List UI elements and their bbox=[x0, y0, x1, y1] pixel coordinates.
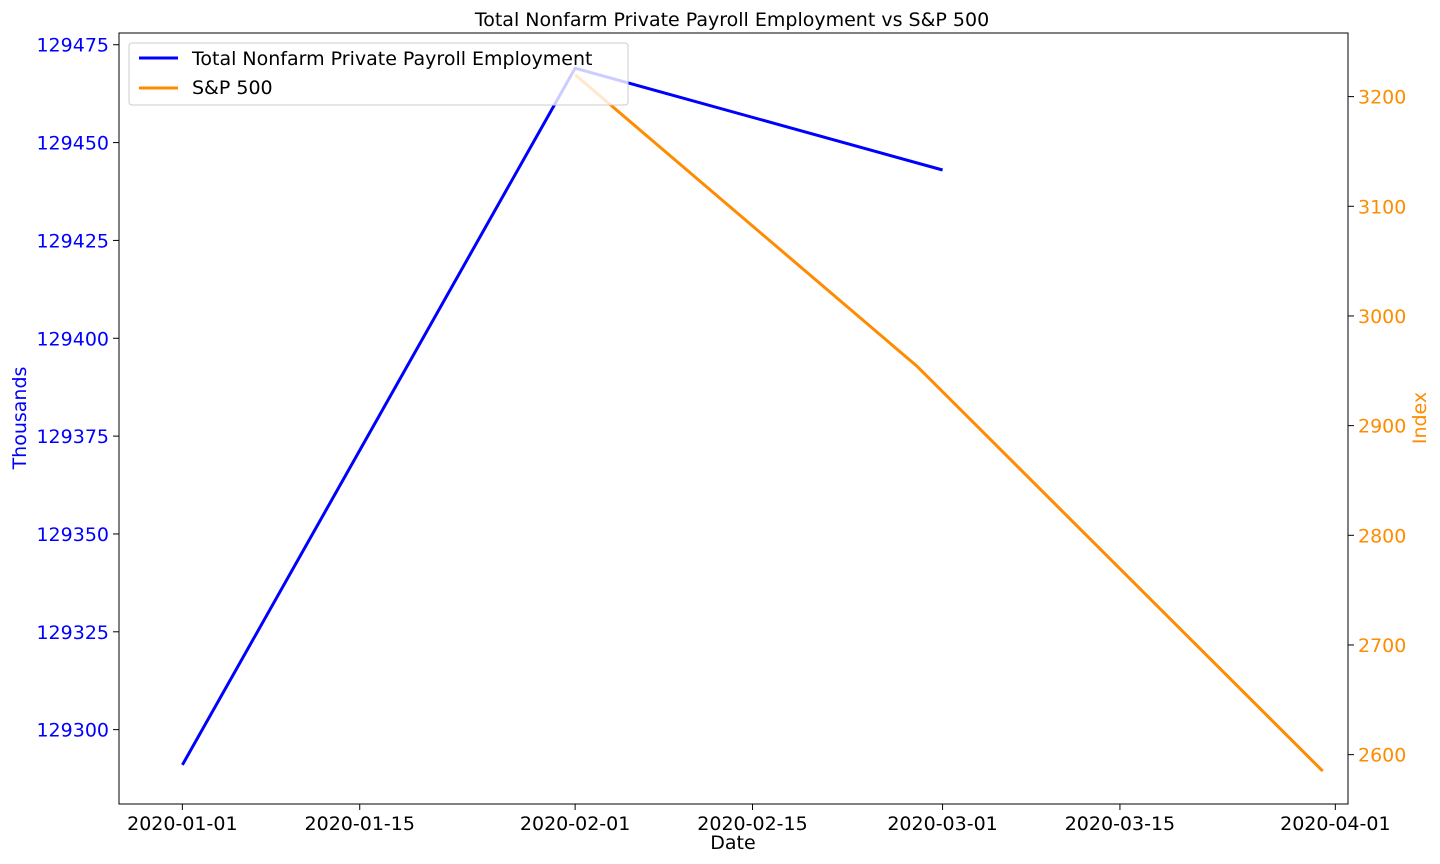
series-line-payroll bbox=[181, 66, 944, 766]
left-y-tick-label: 129450 bbox=[36, 133, 109, 155]
legend-box bbox=[128, 42, 629, 106]
left-y-tick-label: 129350 bbox=[36, 524, 109, 546]
right-y-axis-label: Index bbox=[1409, 392, 1431, 444]
chart-title: Total Nonfarm Private Payroll Employment… bbox=[474, 9, 989, 31]
left-y-tick-label: 129425 bbox=[36, 230, 109, 252]
right-y-tick-label: 2900 bbox=[1358, 416, 1406, 438]
right-y-tick-label: 3200 bbox=[1358, 87, 1406, 109]
right-y-tick-label: 2600 bbox=[1358, 745, 1406, 767]
x-tick-label: 2020-02-15 bbox=[697, 813, 807, 835]
x-tick-label: 2020-02-01 bbox=[520, 813, 630, 835]
legend-label-payroll: Total Nonfarm Private Payroll Employment bbox=[191, 48, 592, 70]
legend: Total Nonfarm Private Payroll Employment… bbox=[128, 42, 629, 106]
x-tick-label: 2020-03-01 bbox=[887, 813, 997, 835]
left-y-axis: 129300 129325 129350 129375 129400 129425 1294… bbox=[36, 35, 119, 742]
x-axis: 2020-01-01 2020-01-15 2020-02-01 2020-02-15… bbox=[127, 804, 1391, 835]
left-y-tick-label: 129300 bbox=[36, 720, 109, 742]
x-tick-label: 2020-01-15 bbox=[305, 813, 415, 835]
right-y-tick-label: 2700 bbox=[1358, 635, 1406, 657]
left-y-tick-label: 129400 bbox=[36, 328, 109, 350]
right-y-tick-label: 3000 bbox=[1358, 306, 1406, 328]
left-y-tick-label: 129375 bbox=[36, 426, 109, 448]
left-y-tick-label: 129475 bbox=[36, 35, 109, 57]
left-y-axis-label: Thousands bbox=[9, 367, 31, 471]
x-tick-label: 2020-03-15 bbox=[1065, 813, 1175, 835]
right-y-tick-label: 3100 bbox=[1358, 196, 1406, 218]
x-axis-label: Date bbox=[710, 832, 755, 854]
series-layer bbox=[181, 66, 1324, 773]
right-y-axis: 2600 2700 2800 2900 3000 3100 3200 bbox=[1348, 87, 1406, 767]
x-tick-label: 2020-04-01 bbox=[1280, 813, 1390, 835]
plot-area-frame bbox=[118, 32, 1349, 805]
left-y-tick-label: 129325 bbox=[36, 622, 109, 644]
x-tick-label: 2020-01-01 bbox=[127, 813, 237, 835]
right-y-tick-label: 2800 bbox=[1358, 525, 1406, 547]
legend-label-sp500: S&P 500 bbox=[192, 77, 273, 99]
series-line-sp500 bbox=[574, 73, 1324, 773]
